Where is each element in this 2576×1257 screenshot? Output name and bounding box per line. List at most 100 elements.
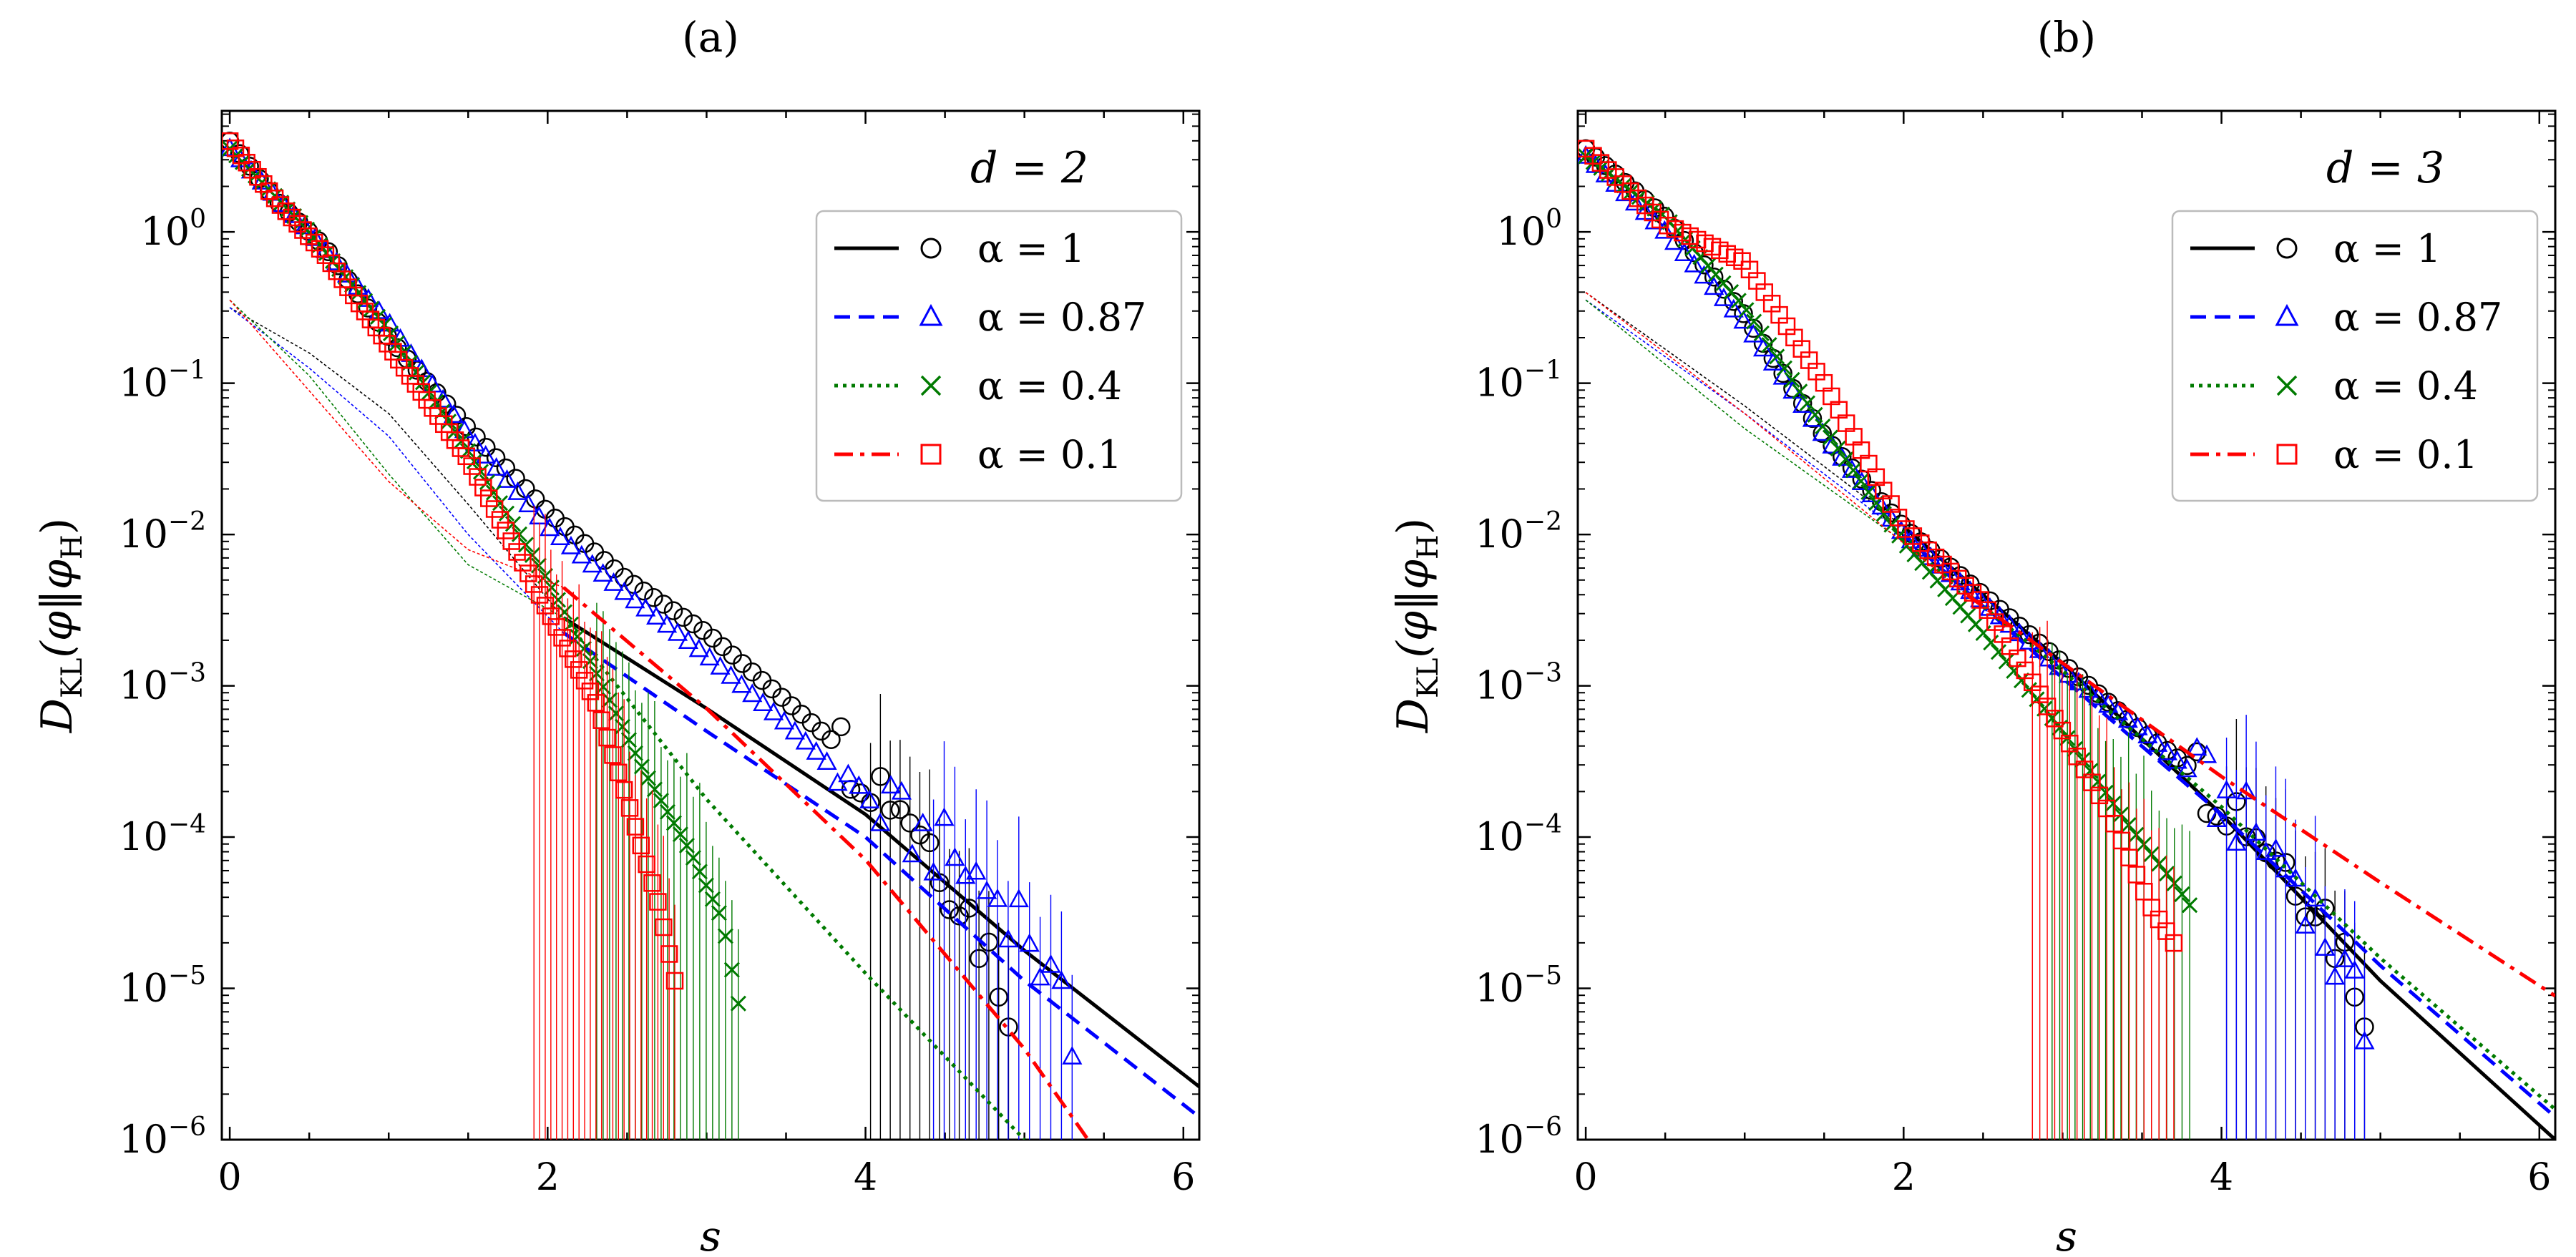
marker-triangle — [1704, 276, 1724, 295]
marker-triangle — [1019, 933, 1040, 952]
y-tick-exp: −4 — [1524, 810, 1562, 839]
legend-item: α = 0.1 — [834, 432, 1122, 477]
marker-square — [649, 893, 667, 911]
y-tick-exp: −3 — [168, 659, 206, 688]
ylabel-close: ) — [32, 518, 82, 534]
marker-cross — [672, 826, 688, 843]
marker-triangle — [1832, 447, 1853, 466]
marker-triangle — [945, 847, 965, 866]
marker-triangle — [1802, 408, 1823, 427]
marker-triangle — [2117, 709, 2138, 728]
marker-cross — [2182, 897, 2198, 914]
marker-cross — [698, 877, 714, 894]
marker-triangle — [731, 674, 752, 693]
marker-triangle — [1723, 298, 1744, 318]
y-tick-label: 10−1 — [119, 356, 206, 406]
marker-triangle — [753, 693, 774, 712]
plot-frame — [220, 109, 1201, 1141]
y-tick-exp: 0 — [190, 205, 206, 234]
y-tick-base: 10 — [1475, 512, 1524, 557]
marker-triangle — [2285, 868, 2306, 887]
ylabel-D: D — [1388, 698, 1438, 733]
thin-curve — [1585, 292, 1968, 596]
y-tick-base: 10 — [1475, 814, 1524, 859]
marker-circle — [1724, 292, 1744, 311]
marker-square — [536, 597, 555, 615]
marker-square — [655, 918, 673, 936]
marker-triangle — [1871, 496, 1892, 515]
marker-triangle — [667, 622, 688, 641]
marker-square — [610, 763, 628, 782]
legend-item: α = 1 — [2190, 226, 2441, 271]
legend-label: α = 0.87 — [977, 295, 1146, 340]
fit-curve — [562, 616, 1199, 1088]
marker-triangle — [1040, 954, 1061, 973]
marker-square — [643, 874, 661, 892]
y-tick-base: 10 — [119, 966, 168, 1011]
marker-triangle — [2137, 725, 2158, 744]
plot-frame — [1576, 109, 2557, 1141]
marker-square — [530, 586, 549, 604]
marker-cross — [1784, 371, 1800, 388]
marker-cross — [653, 792, 669, 809]
marker-square — [570, 661, 588, 679]
marker-square — [525, 575, 543, 593]
y-tick-base: 10 — [1475, 663, 1524, 708]
series-square — [1578, 140, 2555, 1140]
marker-cross — [524, 547, 541, 564]
marker-cross — [517, 537, 535, 553]
legend-label: α = 1 — [2333, 226, 2441, 271]
thin-curve — [229, 307, 565, 634]
marker-triangle — [987, 888, 1008, 907]
marker-cross — [1875, 506, 1892, 522]
marker-cross — [1753, 325, 1770, 341]
marker-cross — [1776, 360, 1792, 376]
marker-square — [519, 564, 537, 582]
marker-square — [604, 746, 622, 764]
marker-circle — [940, 900, 960, 919]
legend-item: α = 0.87 — [2190, 295, 2502, 340]
marker-cross — [1830, 440, 1846, 456]
marker-circle — [477, 438, 496, 457]
marker-cross — [678, 837, 695, 854]
marker-triangle — [2196, 744, 2218, 763]
y-tick-label: 10−2 — [119, 507, 206, 557]
marker-triangle — [2275, 859, 2296, 878]
thin-curve — [229, 307, 565, 618]
marker-triangle — [849, 775, 869, 794]
y-tick-label: 10−5 — [1475, 962, 1562, 1011]
marker-triangle — [880, 775, 902, 794]
marker-triangle — [592, 563, 613, 582]
marker-cross — [2082, 763, 2099, 779]
marker-circle — [1694, 255, 1714, 275]
marker-triangle — [2245, 822, 2267, 841]
marker-circle — [486, 448, 506, 467]
marker-square — [485, 500, 504, 518]
ylabel-close: ) — [1388, 518, 1438, 534]
marker-square — [463, 457, 481, 475]
thin-curve — [1585, 299, 1904, 543]
marker-square — [288, 215, 306, 233]
marker-cross — [492, 495, 509, 512]
marker-circle — [1773, 363, 1792, 383]
marker-triangle — [923, 861, 944, 881]
ylabel-KL: KL — [1412, 658, 1445, 698]
marker-circle — [871, 767, 890, 786]
marker-circle — [516, 479, 535, 499]
x-tick-label: 2 — [1892, 1156, 1916, 1199]
marker-cross — [1838, 451, 1854, 468]
marker-square — [592, 711, 610, 729]
marker-cross — [306, 229, 322, 245]
marker-triangle — [2187, 737, 2207, 756]
legend-label: α = 0.1 — [2333, 432, 2478, 477]
marker-triangle — [497, 469, 517, 488]
y-tick-exp: −6 — [168, 1112, 206, 1142]
y-tick-exp: −1 — [168, 356, 206, 386]
panel-label: (a) — [682, 13, 739, 62]
marker-triangle — [571, 544, 592, 564]
marker-cross — [447, 423, 464, 440]
marker-circle — [1704, 267, 1724, 287]
marker-square — [626, 818, 645, 836]
marker-cross — [691, 864, 708, 880]
